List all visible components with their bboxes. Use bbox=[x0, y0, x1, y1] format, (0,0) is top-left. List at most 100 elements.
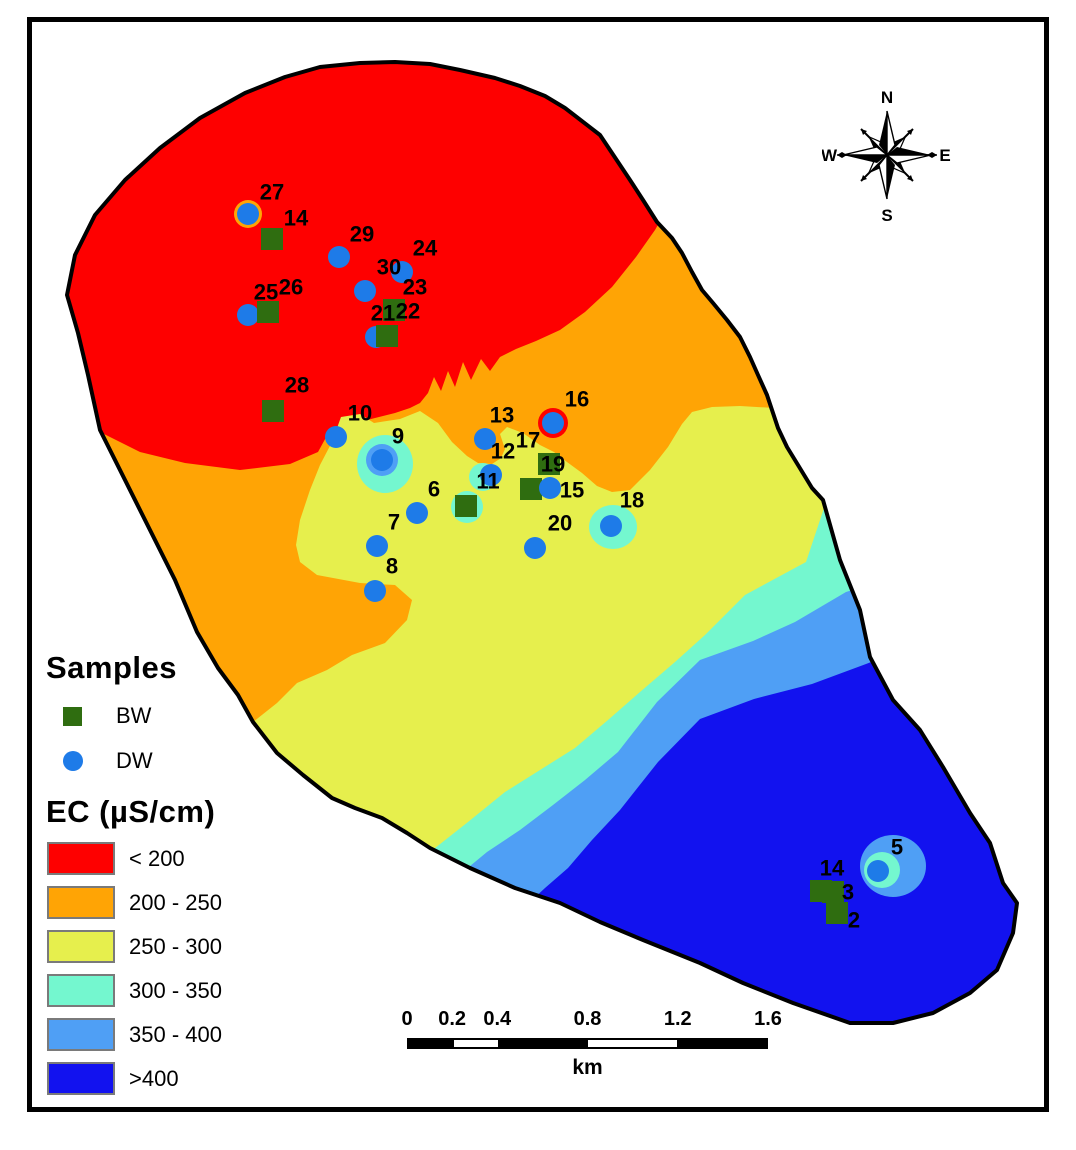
study-area-boundary bbox=[65, 60, 1019, 1025]
sample-label-22: 22 bbox=[396, 299, 420, 324]
sample-label-15: 15 bbox=[560, 478, 584, 503]
sample-label-27: 27 bbox=[260, 180, 284, 205]
sample-label-8: 8 bbox=[386, 554, 398, 579]
bw-square-icon bbox=[63, 706, 82, 726]
sample-label-20: 20 bbox=[548, 511, 572, 536]
sample-marker-bw-19 bbox=[538, 453, 560, 475]
sample-marker-dw-9 bbox=[371, 449, 393, 471]
sample-label-17: 17 bbox=[516, 428, 540, 453]
sample-label-9: 9 bbox=[392, 424, 404, 449]
samples-layer bbox=[234, 200, 889, 924]
sample-marker-bw-14 bbox=[261, 228, 283, 250]
scale-tick: 0.2 bbox=[438, 1008, 467, 1030]
legend-item-dw-label: DW bbox=[116, 748, 153, 773]
compass-label-north: N bbox=[881, 88, 893, 107]
sample-marker-dw-8 bbox=[364, 580, 386, 602]
scale-tick: 0.8 bbox=[573, 1008, 602, 1030]
sample-marker-bw-22 bbox=[376, 325, 398, 347]
legend-item-bw: BW bbox=[63, 703, 151, 729]
compass-label-east: E bbox=[939, 146, 950, 165]
sample-label-26: 26 bbox=[279, 275, 303, 300]
compass-label-west: W bbox=[822, 146, 838, 165]
sample-label-23: 23 bbox=[403, 275, 427, 300]
scale-tick: 0 bbox=[401, 1008, 413, 1030]
sample-label-4: 14 bbox=[820, 856, 845, 881]
sample-marker-dw-6 bbox=[406, 502, 428, 524]
sample-label-29: 29 bbox=[350, 222, 374, 247]
sample-label-24: 24 bbox=[413, 236, 438, 261]
scale-bar-segments bbox=[407, 1038, 768, 1049]
sample-marker-bw-23 bbox=[383, 299, 405, 321]
sample-marker-dw-27 bbox=[237, 203, 259, 225]
ec-swatch-300-350 bbox=[47, 974, 115, 1007]
sample-marker-bw-2 bbox=[826, 902, 848, 924]
sample-marker-dw-12 bbox=[480, 464, 502, 486]
dw-circle-icon bbox=[63, 751, 83, 771]
sample-label-6: 6 bbox=[428, 477, 440, 502]
sample-marker-dw-24 bbox=[391, 261, 413, 283]
sample-marker-dw-16 bbox=[542, 412, 564, 434]
scale-tick: 0.4 bbox=[483, 1008, 512, 1030]
sample-label-21: 21 bbox=[371, 301, 395, 326]
ec-swatch-200-250 bbox=[47, 886, 115, 919]
sample-marker-dw-29 bbox=[328, 246, 350, 268]
sample-label-13: 13 bbox=[490, 403, 514, 428]
sample-label-30: 30 bbox=[377, 255, 401, 280]
sample-label-11: 11 bbox=[476, 469, 499, 494]
ec-swatch-lt200 bbox=[47, 842, 115, 875]
sample-label-25: 25 bbox=[254, 280, 278, 305]
ec-swatch-gt400 bbox=[47, 1062, 115, 1095]
legend-samples-title: Samples bbox=[46, 650, 178, 685]
scale-bar: 0 0.2 0.4 0.8 1.2 1.6 km bbox=[401, 1008, 781, 1088]
sample-marker-bw-3 bbox=[822, 881, 844, 903]
sample-label-12: 12 bbox=[491, 439, 515, 464]
sample-label-28: 28 bbox=[285, 373, 309, 398]
legend-class-row: 350 - 400 bbox=[47, 1018, 222, 1051]
compass-cardinal-points bbox=[842, 110, 932, 200]
ec-label: 200 - 250 bbox=[129, 889, 222, 915]
sample-label-5: 5 bbox=[891, 835, 903, 860]
ec-label: >400 bbox=[129, 1065, 179, 1091]
ec-swatch-250-300 bbox=[47, 930, 115, 963]
scale-unit: km bbox=[572, 1056, 603, 1079]
sample-marker-dw-30 bbox=[354, 280, 376, 302]
sample-marker-bw-17 bbox=[520, 478, 542, 500]
sample-marker-bw-28 bbox=[262, 400, 284, 422]
map-frame bbox=[27, 17, 1049, 1112]
ec-label: 250 - 300 bbox=[129, 933, 222, 959]
legend-class-row: < 200 bbox=[47, 842, 185, 875]
sample-label-16: 16 bbox=[565, 387, 589, 412]
ec-label: < 200 bbox=[129, 845, 185, 871]
legend-item-bw-label: BW bbox=[116, 703, 152, 728]
sample-label-2: 2 bbox=[848, 908, 860, 933]
legend-ec-title: EC (µS/cm) bbox=[46, 794, 216, 829]
sample-marker-dw-13 bbox=[474, 428, 496, 450]
sample-marker-dw-10 bbox=[325, 426, 347, 448]
legend-class-row: >400 bbox=[47, 1062, 179, 1095]
legend-class-row: 200 - 250 bbox=[47, 886, 222, 919]
sample-marker-dw-15 bbox=[539, 477, 561, 499]
sample-marker-dw-20 bbox=[524, 537, 546, 559]
ec-label: 350 - 400 bbox=[129, 1021, 222, 1047]
sample-label-7: 7 bbox=[388, 510, 400, 535]
sample-label-19: 19 bbox=[541, 452, 565, 477]
compass-rose: N E S W bbox=[822, 88, 951, 225]
sample-label-18: 18 bbox=[620, 488, 644, 513]
sample-marker-dw-7 bbox=[366, 535, 388, 557]
sample-label-14: 14 bbox=[284, 206, 309, 231]
sample-marker-dw-25 bbox=[237, 304, 259, 326]
sample-label-10: 10 bbox=[348, 401, 372, 426]
sample-label-3: 3 bbox=[842, 880, 854, 905]
scale-tick: 1.6 bbox=[754, 1008, 782, 1030]
compass-label-south: S bbox=[881, 206, 892, 225]
sample-marker-bw-11 bbox=[455, 495, 477, 517]
ec-swatch-350-400 bbox=[47, 1018, 115, 1051]
sample-marker-bw-26 bbox=[257, 301, 279, 323]
legend-class-row: 250 - 300 bbox=[47, 930, 222, 963]
sample-marker-dw-18 bbox=[600, 515, 622, 537]
ec-label: 300 - 350 bbox=[129, 977, 222, 1003]
sample-marker-dw-5 bbox=[867, 860, 889, 882]
scale-tick: 1.2 bbox=[663, 1008, 692, 1030]
